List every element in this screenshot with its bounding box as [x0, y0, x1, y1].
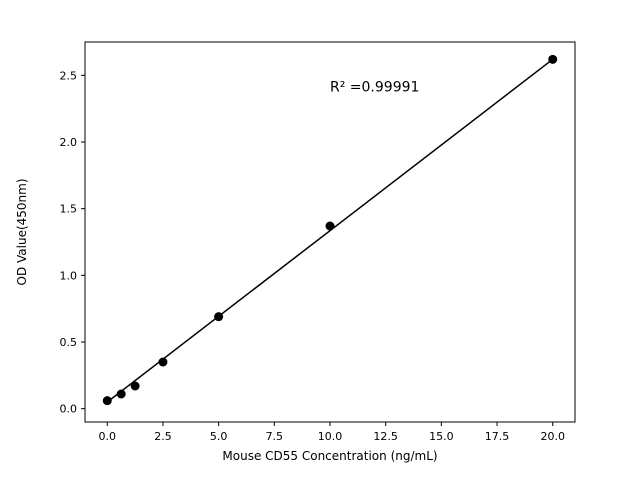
x-axis-label: Mouse CD55 Concentration (ng/mL) — [222, 449, 437, 463]
x-tick-label: 10.0 — [318, 430, 343, 443]
x-tick-label: 0.0 — [99, 430, 117, 443]
y-tick-label: 1.0 — [60, 269, 78, 282]
y-tick-label: 1.5 — [60, 203, 78, 216]
data-point — [548, 54, 558, 64]
data-point — [158, 357, 168, 367]
y-tick-label: 2.0 — [60, 136, 78, 149]
y-axis-label: OD Value(450nm) — [15, 178, 29, 285]
data-point — [325, 221, 335, 231]
y-tick-label: 0.5 — [60, 336, 78, 349]
x-tick-label: 20.0 — [540, 430, 565, 443]
data-point — [130, 381, 140, 391]
r-squared-annotation: R² =0.99991 — [330, 79, 419, 95]
x-tick-label: 7.5 — [266, 430, 284, 443]
fit-line — [106, 58, 554, 403]
x-tick-label: 12.5 — [373, 430, 398, 443]
x-tick-label: 15.0 — [429, 430, 454, 443]
y-tick-label: 2.5 — [60, 69, 78, 82]
data-point — [116, 389, 126, 399]
x-tick-label: 17.5 — [485, 430, 510, 443]
x-tick-label: 2.5 — [154, 430, 172, 443]
y-tick-label: 0.0 — [60, 403, 78, 416]
data-point — [102, 396, 112, 406]
x-tick-label: 5.0 — [210, 430, 228, 443]
data-point — [214, 312, 224, 322]
